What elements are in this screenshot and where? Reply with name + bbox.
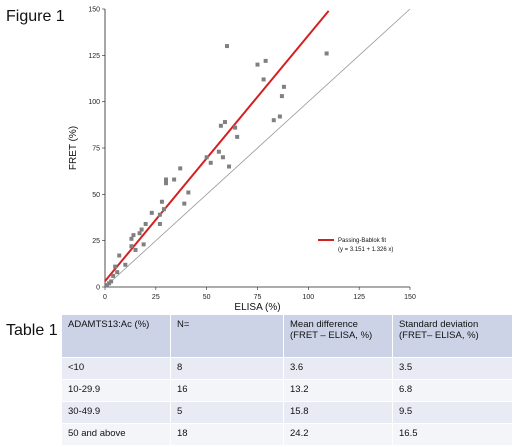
table-cell: 8 <box>170 357 284 380</box>
data-point <box>141 242 146 247</box>
table-cell: 5 <box>170 401 284 424</box>
table-cell: 9.5 <box>392 401 513 424</box>
data-point <box>279 94 284 99</box>
table-cell: 18 <box>170 423 284 446</box>
data-point <box>159 199 164 204</box>
data-point <box>164 181 168 186</box>
scatter-chart: 0 25 50 75 100 125 150 0 25 50 75 100 125 150 ELISA (%… <box>68 7 416 313</box>
data-point <box>235 134 240 139</box>
figure-label: Figure 1 <box>6 8 65 25</box>
legend-equation: (y = 3.151 + 1.326 x) <box>338 247 393 253</box>
header-cell: ADAMTS13:Ac (%) <box>61 314 171 358</box>
y-tick-label: 25 <box>92 238 100 245</box>
chart-lines <box>104 8 411 288</box>
data-point <box>164 177 168 182</box>
data-point <box>324 51 329 56</box>
data-point <box>204 155 209 160</box>
data-point <box>161 207 166 212</box>
y-tick-label: 75 <box>92 146 100 153</box>
data-point <box>113 264 118 269</box>
chart-legend: Passing-Bablok fit (y = 3.151 + 1.326 x) <box>318 238 393 253</box>
table-cell: 24.2 <box>283 423 393 446</box>
data-point <box>178 166 183 171</box>
data-point <box>139 227 144 232</box>
y-axis-title: FRET (%) <box>68 126 79 170</box>
table-cell: 16 <box>170 379 284 402</box>
table-row: 30-49.9 5 15.8 9.5 <box>61 401 513 424</box>
data-point <box>225 44 229 49</box>
data-point <box>111 273 116 278</box>
data-point <box>263 58 268 63</box>
data-point <box>105 283 110 288</box>
x-tick-label: 50 <box>203 294 211 301</box>
data-point <box>149 210 154 215</box>
x-tick-label: 0 <box>103 294 107 301</box>
table-cell: 6.8 <box>392 379 513 402</box>
data-point <box>123 262 128 267</box>
data-point <box>186 190 191 195</box>
x-tick-label: 75 <box>254 294 262 301</box>
table-cell: 16.5 <box>392 423 513 446</box>
data-point <box>208 160 213 165</box>
data-point <box>222 120 227 125</box>
table-cell: 15.8 <box>283 401 393 424</box>
table-row: <10 8 3.6 3.5 <box>61 357 513 380</box>
y-tick-label: 0 <box>96 285 100 292</box>
chart-axes: 0 25 50 75 100 125 150 0 25 50 75 100 125 150 ELISA (%… <box>68 7 416 313</box>
table-cell: 13.2 <box>283 379 393 402</box>
data-point <box>255 62 260 67</box>
data-point <box>233 125 238 130</box>
data-point <box>131 233 136 238</box>
data-point <box>115 270 120 275</box>
header-cell: Standard deviation (FRET– ELISA, %) <box>392 314 513 358</box>
data-point <box>129 236 134 241</box>
data-point <box>117 253 122 258</box>
table-row: 10-29.9 16 13.2 6.8 <box>61 379 513 402</box>
data-point <box>271 118 276 123</box>
chart-points <box>105 44 329 288</box>
x-axis-title: ELISA (%) <box>234 302 280 312</box>
fit-line <box>104 10 330 282</box>
y-tick-label: 50 <box>92 192 100 199</box>
table-cell: 3.5 <box>392 357 513 380</box>
data-point <box>172 177 177 182</box>
data-point <box>218 123 223 128</box>
data-point <box>107 281 112 286</box>
data-point <box>277 114 282 119</box>
table-cell: <10 <box>61 357 171 380</box>
x-tick-label: 25 <box>152 294 160 301</box>
data-point <box>227 164 232 169</box>
legend-fit-label: Passing-Bablok fit <box>338 238 386 244</box>
data-point <box>157 212 162 217</box>
header-cell: N= <box>170 314 284 358</box>
x-tick-label: 125 <box>353 294 365 301</box>
table-cell: 3.6 <box>283 357 393 380</box>
header-cell: Mean difference (FRET – ELISA, %) <box>283 314 393 358</box>
table-row: 50 and above 18 24.2 16.5 <box>61 423 513 446</box>
table-cell: 30-49.9 <box>61 401 171 424</box>
data-point <box>129 244 134 249</box>
data-point <box>220 155 225 160</box>
data-point <box>182 201 187 206</box>
y-tick-label: 150 <box>88 7 100 14</box>
data-point <box>137 231 142 236</box>
data-point <box>109 279 114 284</box>
data-point <box>216 149 221 154</box>
data-point <box>261 77 266 82</box>
data-point <box>157 221 162 226</box>
table-label: Table 1 <box>6 322 58 339</box>
table-cell: 50 and above <box>61 423 171 446</box>
data-point <box>281 84 286 89</box>
x-tick-label: 100 <box>302 294 314 301</box>
data-point <box>133 247 138 252</box>
y-tick-label: 125 <box>88 53 100 60</box>
x-tick-label: 150 <box>404 294 416 301</box>
summary-table: ADAMTS13:Ac (%) N= Mean difference (FRET… <box>61 314 513 446</box>
table-header-row: ADAMTS13:Ac (%) N= Mean difference (FRET… <box>61 314 513 358</box>
y-tick-label: 100 <box>88 99 100 106</box>
data-point <box>143 221 148 226</box>
identity-line <box>104 8 411 288</box>
table-cell: 10-29.9 <box>61 379 171 402</box>
